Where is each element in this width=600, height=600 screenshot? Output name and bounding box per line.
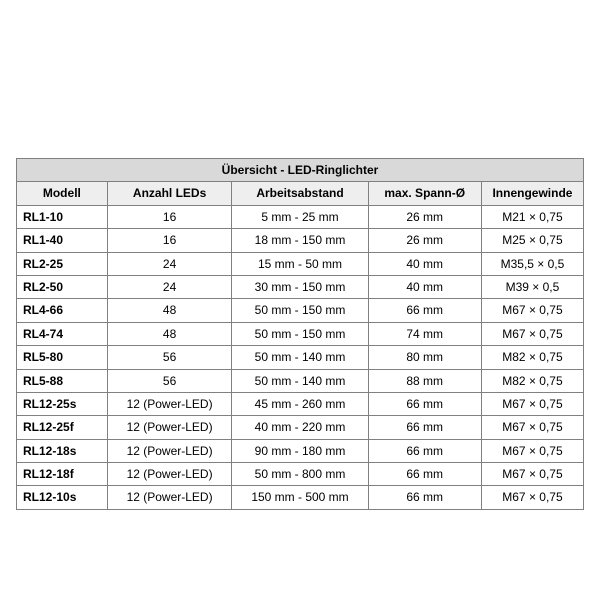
- col-header-max-spann: max. Spann-Ø: [368, 182, 481, 205]
- table-row: RL4-744850 mm - 150 mm74 mmM67 × 0,75: [17, 322, 584, 345]
- cell-value: 56: [107, 369, 232, 392]
- cell-value: 26 mm: [368, 229, 481, 252]
- cell-value: 74 mm: [368, 322, 481, 345]
- table-row: RL2-502430 mm - 150 mm40 mmM39 × 0,5: [17, 275, 584, 298]
- cell-value: 12 (Power-LED): [107, 392, 232, 415]
- cell-value: 15 mm - 50 mm: [232, 252, 368, 275]
- cell-value: 12 (Power-LED): [107, 416, 232, 439]
- table-row: RL5-805650 mm - 140 mm80 mmM82 × 0,75: [17, 346, 584, 369]
- cell-value: M67 × 0,75: [481, 392, 583, 415]
- cell-value: 18 mm - 150 mm: [232, 229, 368, 252]
- cell-value: M67 × 0,75: [481, 322, 583, 345]
- cell-value: 50 mm - 150 mm: [232, 299, 368, 322]
- col-header-modell: Modell: [17, 182, 108, 205]
- cell-value: M82 × 0,75: [481, 346, 583, 369]
- table-row: RL5-885650 mm - 140 mm88 mmM82 × 0,75: [17, 369, 584, 392]
- cell-value: 40 mm: [368, 252, 481, 275]
- cell-value: M67 × 0,75: [481, 439, 583, 462]
- cell-value: M67 × 0,75: [481, 486, 583, 509]
- table-row: RL1-10165 mm - 25 mm26 mmM21 × 0,75: [17, 205, 584, 228]
- spec-table-container: Übersicht - LED-Ringlichter Modell Anzah…: [16, 158, 584, 510]
- table-body: RL1-10165 mm - 25 mm26 mmM21 × 0,75RL1-4…: [17, 205, 584, 509]
- cell-value: M67 × 0,75: [481, 416, 583, 439]
- cell-value: 12 (Power-LED): [107, 463, 232, 486]
- cell-modell: RL12-10s: [17, 486, 108, 509]
- col-header-innengewinde: Innengewinde: [481, 182, 583, 205]
- cell-value: 26 mm: [368, 205, 481, 228]
- cell-modell: RL12-18s: [17, 439, 108, 462]
- cell-value: 66 mm: [368, 463, 481, 486]
- cell-value: M25 × 0,75: [481, 229, 583, 252]
- cell-value: M39 × 0,5: [481, 275, 583, 298]
- cell-value: 5 mm - 25 mm: [232, 205, 368, 228]
- cell-modell: RL2-50: [17, 275, 108, 298]
- cell-value: 66 mm: [368, 439, 481, 462]
- cell-value: 50 mm - 150 mm: [232, 322, 368, 345]
- table-row: RL12-25s12 (Power-LED)45 mm - 260 mm66 m…: [17, 392, 584, 415]
- cell-modell: RL12-18f: [17, 463, 108, 486]
- cell-modell: RL2-25: [17, 252, 108, 275]
- cell-value: 50 mm - 800 mm: [232, 463, 368, 486]
- col-header-anzahl-leds: Anzahl LEDs: [107, 182, 232, 205]
- cell-value: 12 (Power-LED): [107, 439, 232, 462]
- cell-value: 150 mm - 500 mm: [232, 486, 368, 509]
- table-title: Übersicht - LED-Ringlichter: [17, 159, 584, 182]
- table-row: RL12-25f12 (Power-LED)40 mm - 220 mm66 m…: [17, 416, 584, 439]
- cell-modell: RL4-66: [17, 299, 108, 322]
- cell-value: 40 mm - 220 mm: [232, 416, 368, 439]
- cell-value: 50 mm - 140 mm: [232, 369, 368, 392]
- cell-value: 48: [107, 322, 232, 345]
- cell-modell: RL1-10: [17, 205, 108, 228]
- table-header-row: Modell Anzahl LEDs Arbeitsabstand max. S…: [17, 182, 584, 205]
- cell-value: 24: [107, 275, 232, 298]
- cell-value: 90 mm - 180 mm: [232, 439, 368, 462]
- cell-value: 66 mm: [368, 416, 481, 439]
- cell-value: M67 × 0,75: [481, 299, 583, 322]
- cell-value: 40 mm: [368, 275, 481, 298]
- cell-value: 80 mm: [368, 346, 481, 369]
- table-row: RL12-18s12 (Power-LED)90 mm - 180 mm66 m…: [17, 439, 584, 462]
- cell-modell: RL1-40: [17, 229, 108, 252]
- cell-modell: RL5-80: [17, 346, 108, 369]
- cell-value: M35,5 × 0,5: [481, 252, 583, 275]
- table-title-row: Übersicht - LED-Ringlichter: [17, 159, 584, 182]
- cell-modell: RL5-88: [17, 369, 108, 392]
- table-row: RL2-252415 mm - 50 mm40 mmM35,5 × 0,5: [17, 252, 584, 275]
- cell-value: 48: [107, 299, 232, 322]
- cell-modell: RL12-25s: [17, 392, 108, 415]
- cell-value: 50 mm - 140 mm: [232, 346, 368, 369]
- cell-value: 16: [107, 229, 232, 252]
- table-row: RL12-18f12 (Power-LED)50 mm - 800 mm66 m…: [17, 463, 584, 486]
- cell-modell: RL4-74: [17, 322, 108, 345]
- table-row: RL1-401618 mm - 150 mm26 mmM25 × 0,75: [17, 229, 584, 252]
- table-row: RL4-664850 mm - 150 mm66 mmM67 × 0,75: [17, 299, 584, 322]
- cell-value: 24: [107, 252, 232, 275]
- cell-value: M21 × 0,75: [481, 205, 583, 228]
- cell-value: 66 mm: [368, 299, 481, 322]
- table-row: RL12-10s12 (Power-LED)150 mm - 500 mm66 …: [17, 486, 584, 509]
- cell-value: 66 mm: [368, 392, 481, 415]
- cell-value: 66 mm: [368, 486, 481, 509]
- cell-value: M67 × 0,75: [481, 463, 583, 486]
- cell-modell: RL12-25f: [17, 416, 108, 439]
- col-header-arbeitsabstand: Arbeitsabstand: [232, 182, 368, 205]
- cell-value: M82 × 0,75: [481, 369, 583, 392]
- cell-value: 45 mm - 260 mm: [232, 392, 368, 415]
- cell-value: 12 (Power-LED): [107, 486, 232, 509]
- spec-table: Übersicht - LED-Ringlichter Modell Anzah…: [16, 158, 584, 510]
- cell-value: 88 mm: [368, 369, 481, 392]
- cell-value: 16: [107, 205, 232, 228]
- cell-value: 30 mm - 150 mm: [232, 275, 368, 298]
- cell-value: 56: [107, 346, 232, 369]
